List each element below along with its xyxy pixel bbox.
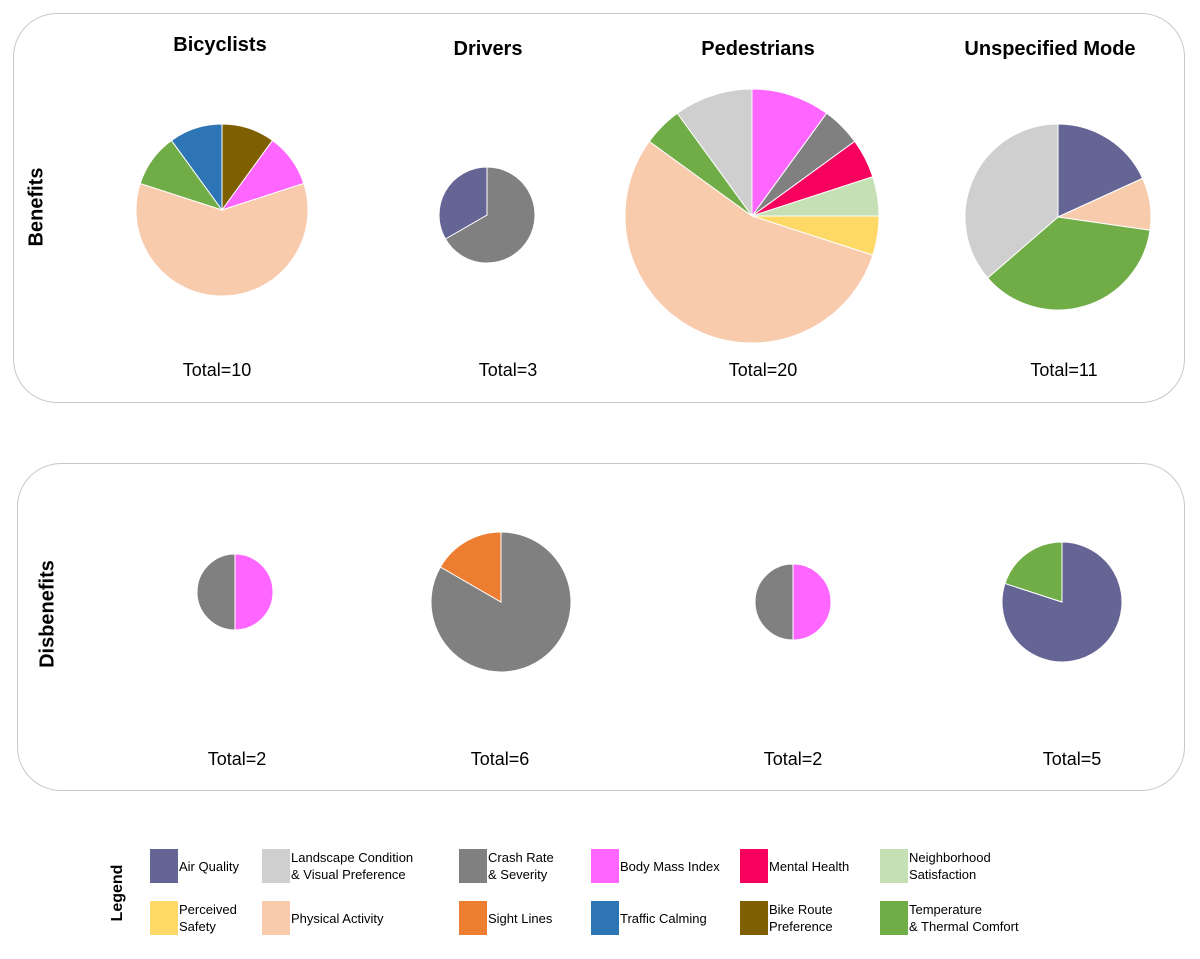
pie-slice-physical <box>624 140 874 344</box>
pie-slice-landscape <box>964 123 1059 279</box>
legend-item-bike-route: Bike Route Preference <box>740 901 833 935</box>
pie-slice-crash <box>196 553 236 631</box>
legend-item-traffic: Traffic Calming <box>591 901 707 935</box>
pie-slice-crash <box>754 563 794 641</box>
pie-slice-temperature <box>1004 541 1063 603</box>
legend-label: Body Mass Index <box>620 858 720 874</box>
pie-slice-landscape <box>676 88 753 218</box>
column-title-unspecified-mode: Unspecified Mode <box>964 38 1136 60</box>
legend-swatch <box>262 901 290 935</box>
pie-slice-air-quality <box>438 166 488 240</box>
pie-slice-air-quality <box>1001 541 1123 663</box>
legend-item-neighborhood: Neighborhood Satisfaction <box>880 849 991 883</box>
pie-slice-air-quality <box>1057 123 1144 218</box>
legend-swatch <box>591 849 619 883</box>
legend-label: Temperature & Thermal Comfort <box>909 902 1019 934</box>
legend-swatch <box>740 849 768 883</box>
legend-label: Landscape Condition & Visual Preference <box>291 850 414 882</box>
pie-slice-bmi <box>792 563 832 641</box>
total-label: Total=20 <box>728 360 798 380</box>
legend-label: Mental Health <box>769 858 850 874</box>
legend-item-mental: Mental Health <box>740 849 849 883</box>
total-label: Total=6 <box>470 749 530 769</box>
legend-label: Traffic Calming <box>620 910 707 926</box>
legend-label: Sight Lines <box>488 910 553 926</box>
total-label: Total=5 <box>1042 749 1102 769</box>
legend-label: Bike Route Preference <box>769 902 833 934</box>
pie-slice-physical <box>135 182 309 297</box>
legend-swatch <box>262 849 290 883</box>
legend-swatch <box>150 901 178 935</box>
pie-slice-temperature <box>987 216 1151 311</box>
legend-swatch <box>591 901 619 935</box>
total-label: Total=10 <box>182 360 252 380</box>
disbenefits-panel <box>17 463 1185 791</box>
column-title-drivers: Drivers <box>453 38 523 60</box>
legend-label: Neighborhood Satisfaction <box>909 850 991 882</box>
pie-slice-crash <box>444 166 536 264</box>
pie-slice-traffic <box>170 123 223 212</box>
legend-swatch <box>150 849 178 883</box>
legend-item-perceived-safety: Perceived Safety <box>150 901 237 935</box>
legend-swatch <box>880 849 908 883</box>
total-label: Total=3 <box>478 360 538 380</box>
total-label: Total=2 <box>207 749 267 769</box>
legend-swatch <box>740 901 768 935</box>
legend-label: Physical Activity <box>291 910 384 926</box>
total-label: Total=11 <box>1030 360 1098 380</box>
legend-item-temperature: Temperature & Thermal Comfort <box>880 901 1019 935</box>
pie-slice-bmi <box>751 88 828 218</box>
pie-slice-sight <box>439 531 502 603</box>
legend-label: Air Quality <box>179 858 239 874</box>
legend-item-crash: Crash Rate & Severity <box>459 849 554 883</box>
column-title-pedestrians: Pedestrians <box>701 38 815 60</box>
column-title-bicyclists: Bicyclists <box>173 34 267 56</box>
legend-label: Crash Rate & Severity <box>488 850 554 882</box>
legend-label: Perceived Safety <box>179 902 237 934</box>
legend-item-sight: Sight Lines <box>459 901 552 935</box>
legend-swatch <box>459 901 487 935</box>
total-label: Total=2 <box>763 749 823 769</box>
pie-slice-bmi <box>234 553 274 631</box>
legend-title: Legend <box>109 864 126 922</box>
legend-item-bmi: Body Mass Index <box>591 849 720 883</box>
legend-item-air-quality: Air Quality <box>150 849 239 883</box>
legend-swatch <box>459 849 487 883</box>
legend-swatch <box>880 901 908 935</box>
legend-item-physical: Physical Activity <box>262 901 383 935</box>
legend-item-landscape: Landscape Condition & Visual Preference <box>262 849 413 883</box>
